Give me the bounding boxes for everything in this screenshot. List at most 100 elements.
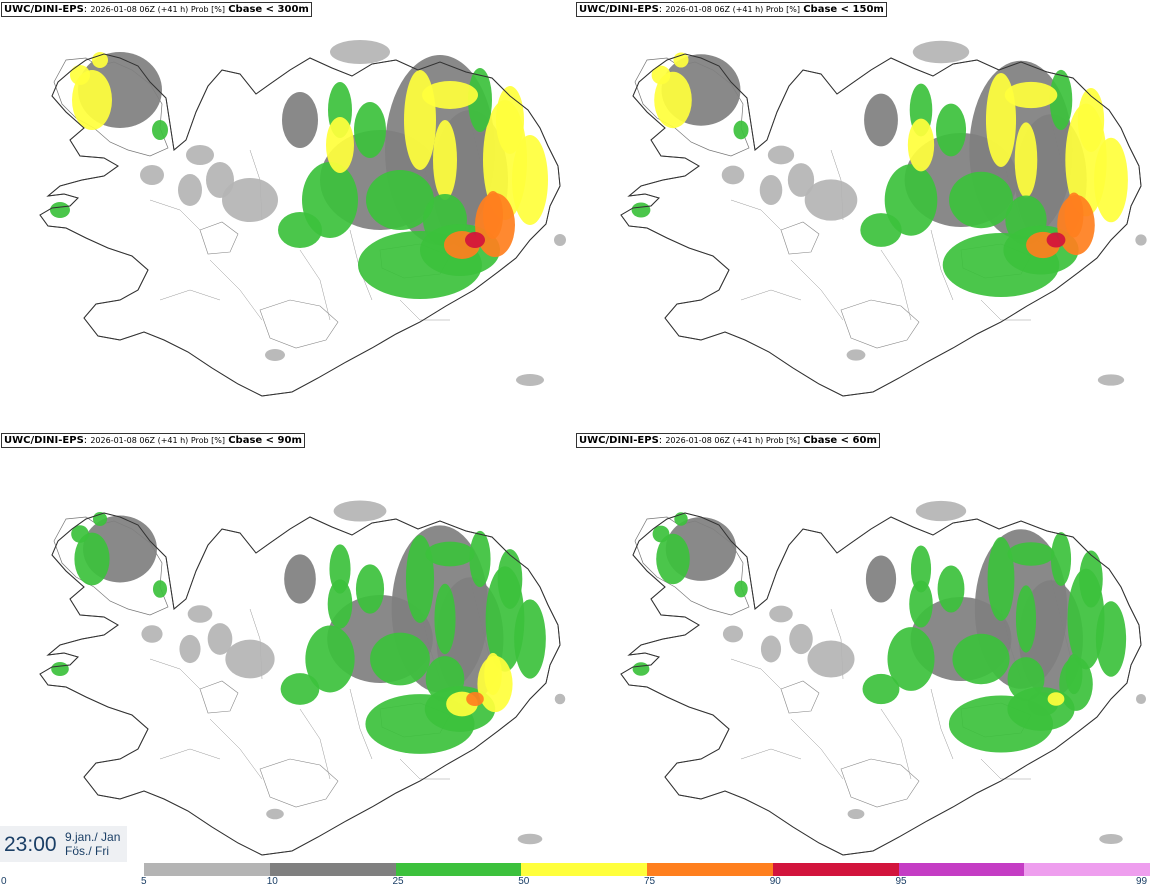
- probability-area: [465, 232, 485, 248]
- probability-area: [1135, 234, 1147, 246]
- colorbar-segment: [647, 863, 773, 876]
- probability-area: [910, 545, 932, 593]
- probability-area: [207, 623, 233, 655]
- colorbar-tick-label: 25: [392, 876, 404, 887]
- river-line: [880, 249, 912, 321]
- probability-area: [326, 117, 354, 173]
- probability-area: [206, 162, 234, 198]
- probability-area: [652, 525, 670, 543]
- river-line: [209, 718, 263, 780]
- probability-area: [330, 40, 390, 64]
- probability-area: [72, 70, 112, 130]
- river-line: [740, 289, 802, 301]
- panel-title: UWC/DINI-EPS: 2026-01-08 06Z (+41 h) Pro…: [1, 433, 305, 448]
- probability-area: [987, 537, 1015, 621]
- probability-area: [1004, 81, 1058, 109]
- probability-area: [1079, 550, 1103, 608]
- probability-area: [355, 564, 385, 614]
- river-line: [399, 758, 450, 780]
- probability-area: [789, 623, 813, 655]
- iceland-probability-map: [39, 40, 566, 397]
- colorbar-segment: [521, 863, 647, 876]
- probability-area: [656, 533, 690, 585]
- panel-title: UWC/DINI-EPS: 2026-01-08 06Z (+41 h) Pro…: [576, 433, 880, 448]
- probability-area: [468, 68, 492, 132]
- probability-area: [1094, 137, 1128, 223]
- panel-title: UWC/DINI-EPS: 2026-01-08 06Z (+41 h) Pro…: [1, 2, 312, 17]
- iceland-probability-map: [39, 500, 566, 856]
- colorbar-segment: [269, 863, 396, 876]
- glacier-outline: [840, 758, 920, 808]
- river-line: [159, 289, 221, 301]
- valid-date: 9.jan./ Jan Fös./ Fri: [65, 830, 120, 858]
- river-line: [149, 658, 201, 690]
- probability-area: [1064, 192, 1084, 238]
- probability-area: [760, 635, 782, 663]
- probability-area: [734, 580, 748, 598]
- colorbar-tick-label: 10: [266, 876, 278, 887]
- colorbar-tick-label: 75: [644, 876, 656, 887]
- probability-area: [497, 549, 523, 609]
- river-line: [399, 299, 450, 321]
- probability-area: [434, 583, 456, 655]
- probability-area: [1065, 653, 1083, 695]
- colorbar-segment: [772, 863, 899, 876]
- colorbar-tick-label: 95: [895, 876, 907, 887]
- probability-area: [483, 191, 503, 239]
- coastline-outline: [620, 512, 1142, 856]
- glacier-outline: [199, 221, 239, 255]
- colorbar-tick-label: 50: [518, 876, 530, 887]
- probability-area: [887, 627, 935, 691]
- river-line: [299, 708, 331, 780]
- probability-area: [631, 202, 651, 218]
- coastline-outline: [39, 53, 561, 397]
- probability-area: [516, 374, 544, 386]
- probability-colorbar: [144, 863, 1150, 876]
- probability-area: [721, 165, 745, 185]
- probability-area: [1049, 69, 1073, 131]
- colorbar-segment: [898, 863, 1025, 876]
- probability-area: [846, 349, 866, 361]
- probability-area: [767, 145, 795, 165]
- probability-area: [722, 625, 744, 643]
- probability-area: [1046, 232, 1066, 248]
- probability-area: [1095, 601, 1127, 677]
- map-panel-60m: UWC/DINI-EPS: 2026-01-08 06Z (+41 h) Pro…: [575, 431, 1150, 861]
- probability-area: [860, 213, 902, 247]
- probability-area: [187, 605, 213, 623]
- river-line: [159, 748, 221, 760]
- probability-area: [152, 120, 168, 140]
- probability-area: [466, 691, 484, 707]
- probability-area: [282, 92, 318, 148]
- probability-area: [280, 673, 320, 705]
- probability-area: [949, 171, 1013, 229]
- river-line: [730, 658, 782, 690]
- probability-area: [333, 500, 387, 522]
- probability-area: [425, 541, 475, 567]
- probability-area: [179, 634, 201, 664]
- probability-area: [50, 202, 70, 218]
- probability-area: [909, 580, 933, 628]
- probability-area: [651, 65, 671, 85]
- probability-area: [1007, 657, 1045, 701]
- probability-area: [354, 102, 386, 158]
- probability-area: [1005, 195, 1047, 245]
- probability-area: [864, 93, 898, 147]
- probability-area: [141, 625, 163, 643]
- river-line: [930, 688, 954, 760]
- probability-area: [484, 652, 502, 696]
- colorbar-segment: [395, 863, 522, 876]
- colorbar-tick-label: 99: [1136, 876, 1148, 887]
- date-line-2: Fös./ Fri: [65, 844, 109, 858]
- probability-area: [74, 532, 110, 586]
- iceland-probability-map: [620, 40, 1147, 397]
- valid-time-box: 23:00 9.jan./ Jan Fös./ Fri: [0, 826, 127, 862]
- probability-area: [225, 639, 275, 679]
- coastline-outline: [620, 53, 1142, 397]
- probability-area: [514, 599, 546, 679]
- probability-area: [654, 71, 692, 129]
- river-line: [790, 259, 844, 321]
- probability-area: [865, 555, 897, 603]
- probability-area: [952, 633, 1010, 685]
- probability-area: [884, 164, 938, 236]
